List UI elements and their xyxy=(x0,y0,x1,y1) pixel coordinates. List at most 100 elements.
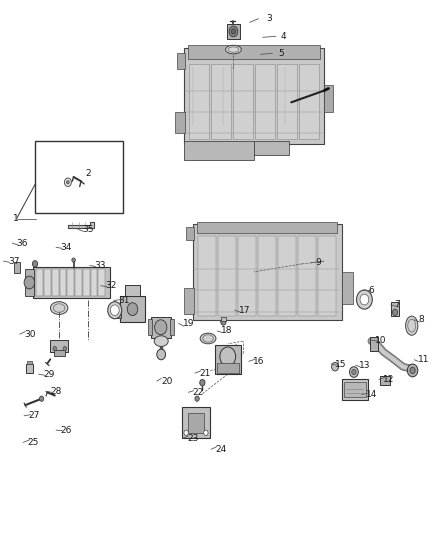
Bar xyxy=(25,269,34,296)
Text: 33: 33 xyxy=(94,261,106,270)
Bar xyxy=(184,288,194,314)
Text: 16: 16 xyxy=(253,357,265,366)
Bar xyxy=(115,308,121,318)
Bar xyxy=(277,64,297,139)
Ellipse shape xyxy=(50,302,68,314)
Circle shape xyxy=(39,396,44,401)
Bar xyxy=(44,269,51,296)
Circle shape xyxy=(410,367,415,374)
Bar xyxy=(177,53,185,69)
Circle shape xyxy=(204,430,208,435)
Text: 4: 4 xyxy=(280,32,286,41)
Bar xyxy=(221,317,226,321)
Text: 27: 27 xyxy=(28,411,40,420)
Bar xyxy=(215,345,241,374)
Text: 1: 1 xyxy=(13,214,19,223)
Bar xyxy=(52,269,59,296)
Text: 31: 31 xyxy=(118,296,130,305)
Text: 17: 17 xyxy=(239,306,251,314)
Circle shape xyxy=(350,367,358,377)
Bar xyxy=(170,319,174,335)
Bar xyxy=(238,236,256,316)
Bar xyxy=(391,302,399,316)
Circle shape xyxy=(220,347,236,366)
Bar xyxy=(27,361,32,364)
Bar xyxy=(184,48,324,144)
Bar xyxy=(342,272,353,304)
Circle shape xyxy=(357,290,372,309)
Text: 11: 11 xyxy=(418,356,430,364)
Text: 18: 18 xyxy=(221,327,233,335)
Text: 9: 9 xyxy=(315,259,321,267)
Bar xyxy=(193,224,342,320)
Circle shape xyxy=(155,320,167,335)
Text: 8: 8 xyxy=(418,316,424,324)
Text: 29: 29 xyxy=(43,370,54,378)
Bar xyxy=(188,45,320,59)
Text: 10: 10 xyxy=(375,336,387,344)
Bar xyxy=(186,227,194,240)
Bar xyxy=(380,376,390,385)
Bar xyxy=(35,141,123,213)
Circle shape xyxy=(221,319,226,325)
Text: 36: 36 xyxy=(17,239,28,247)
Text: 24: 24 xyxy=(215,445,227,454)
Circle shape xyxy=(127,303,138,316)
Circle shape xyxy=(195,396,199,401)
Bar xyxy=(120,296,145,322)
Circle shape xyxy=(360,294,369,305)
Text: 12: 12 xyxy=(383,375,395,384)
Text: 21: 21 xyxy=(199,369,211,377)
Bar xyxy=(14,262,20,273)
Text: 6: 6 xyxy=(368,286,374,295)
Bar xyxy=(254,141,289,155)
Ellipse shape xyxy=(406,316,418,335)
Circle shape xyxy=(24,276,35,289)
Bar xyxy=(67,269,74,296)
Circle shape xyxy=(184,430,188,435)
Bar xyxy=(26,364,33,373)
Bar xyxy=(258,236,276,316)
Bar xyxy=(36,269,43,296)
Text: 25: 25 xyxy=(28,438,39,447)
Circle shape xyxy=(392,309,398,316)
Text: 34: 34 xyxy=(60,243,72,252)
Bar xyxy=(298,236,316,316)
Ellipse shape xyxy=(226,45,241,54)
Bar xyxy=(342,379,368,400)
Ellipse shape xyxy=(200,333,216,344)
Text: 3: 3 xyxy=(266,14,272,23)
Bar xyxy=(318,236,336,316)
Bar xyxy=(211,64,231,139)
Text: 5: 5 xyxy=(278,49,284,58)
Bar xyxy=(33,266,110,298)
Bar xyxy=(299,64,319,139)
Bar xyxy=(60,269,67,296)
Bar xyxy=(54,350,65,356)
Circle shape xyxy=(32,261,38,267)
Circle shape xyxy=(110,305,119,316)
Circle shape xyxy=(229,26,238,37)
Text: 2: 2 xyxy=(85,169,91,177)
Text: 22: 22 xyxy=(193,388,204,397)
Circle shape xyxy=(67,181,69,184)
Circle shape xyxy=(63,346,67,351)
Bar xyxy=(182,407,210,438)
Text: 23: 23 xyxy=(187,434,199,442)
Circle shape xyxy=(332,362,339,371)
Circle shape xyxy=(108,302,122,319)
Bar xyxy=(184,141,254,160)
Text: 30: 30 xyxy=(24,330,35,338)
Text: 7: 7 xyxy=(394,301,400,309)
Circle shape xyxy=(200,379,205,386)
Ellipse shape xyxy=(154,336,168,346)
Bar xyxy=(148,319,152,335)
Bar xyxy=(233,64,253,139)
Circle shape xyxy=(231,29,236,34)
Bar xyxy=(175,112,185,133)
Bar xyxy=(370,337,378,351)
Bar xyxy=(197,222,337,233)
Polygon shape xyxy=(68,222,94,228)
Text: 35: 35 xyxy=(82,225,94,233)
Bar xyxy=(189,64,209,139)
